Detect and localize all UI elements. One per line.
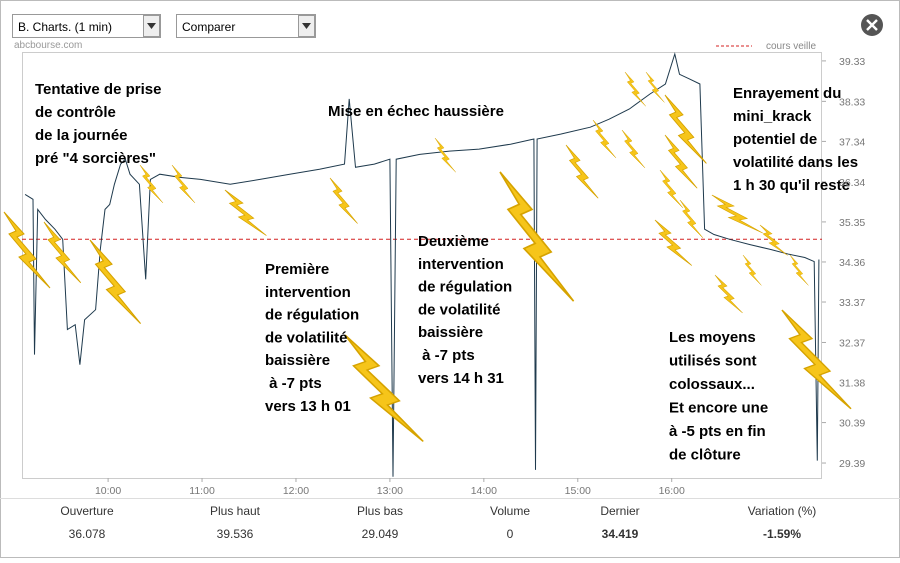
annotations: Tentative de prise de contrôle de la journ… <box>35 81 858 464</box>
x-tick-label: 15:00 <box>565 485 591 497</box>
annotation-line: potentiel de <box>733 131 817 148</box>
annotation-line: Et encore une <box>669 400 768 417</box>
x-tick-label: 10:00 <box>95 485 121 497</box>
annotation-line: pré "4 sorcières" <box>35 150 156 167</box>
y-tick-label: 37.34 <box>839 136 865 148</box>
annotation-line: de régulation <box>418 279 512 296</box>
compare-select-label: Comparer <box>182 20 235 34</box>
y-tick-label: 33.37 <box>839 297 865 309</box>
y-tick-label: 35.35 <box>839 217 865 229</box>
annotation-line: 1 h 30 qu'il reste <box>733 177 850 194</box>
annotation-line: de volatilité <box>418 301 501 318</box>
y-tick-label: 32.37 <box>839 337 865 349</box>
stat-value: 36.078 <box>69 527 106 541</box>
x-tick-label: 16:00 <box>659 485 685 497</box>
close-button[interactable] <box>861 14 883 36</box>
y-tick-label: 36.34 <box>839 177 865 189</box>
annotation-line: Tentative de prise <box>35 81 161 98</box>
stats: Ouverture 36.078 Plus haut 39.536 Plus bas 29… <box>60 504 816 541</box>
legend-label: cours veille <box>766 41 816 52</box>
annotation-line: de la journée <box>35 127 128 144</box>
plot <box>22 52 826 482</box>
stat-value: 39.536 <box>217 527 254 541</box>
y-tick-label: 34.36 <box>839 257 865 269</box>
stat-header: Dernier <box>600 504 639 518</box>
annotation-line: intervention <box>265 284 351 301</box>
annotation-line: intervention <box>418 256 504 273</box>
annotation-line: Mise en échec haussière <box>328 103 504 120</box>
annotation-line: à -5 pts en fin <box>669 423 766 440</box>
annotation-line: vers 13 h 01 <box>265 398 351 415</box>
stat-header: Volume <box>490 504 530 518</box>
compare-select[interactable]: Comparer <box>176 14 316 38</box>
annotation-line: Enrayement du <box>733 85 841 102</box>
annotation-line: vers 14 h 31 <box>418 370 504 387</box>
annotation-line: de volatilité <box>265 329 348 346</box>
y-tick-label: 38.33 <box>839 96 865 108</box>
stat-value: 0 <box>507 527 514 541</box>
y-tick-label: 29.39 <box>839 458 865 470</box>
stat-header: Plus bas <box>357 504 403 518</box>
annotation-line: baissière <box>418 324 483 341</box>
x-tick-label: 12:00 <box>283 485 309 497</box>
annotation-line: colossaux... <box>669 376 755 393</box>
x-tick-label: 14:00 <box>471 485 497 497</box>
annotation-line: volatilité dans les <box>733 154 858 171</box>
y-tick-label: 30.39 <box>839 418 865 430</box>
annotation-line: à -7 pts <box>418 347 475 364</box>
source: abcbourse.com <box>14 40 82 51</box>
stat-header: Ouverture <box>60 504 114 518</box>
annotation-line: de clôture <box>669 447 741 464</box>
stat-header: Variation (%) <box>748 504 816 518</box>
chart-select[interactable]: B. Charts. (1 min) <box>12 14 161 38</box>
plot-frame <box>22 52 822 479</box>
x-tick-label: 13:00 <box>377 485 403 497</box>
stat-value: -1.59% <box>763 527 801 541</box>
annotation-line: mini_krack <box>733 108 812 125</box>
stat-value: 34.419 <box>602 527 639 541</box>
annotation-line: Les moyens <box>669 329 756 346</box>
annotation-line: Première <box>265 261 329 278</box>
y-tick-label: 31.38 <box>839 378 865 390</box>
price-line <box>24 52 820 477</box>
x-tick-label: 11:00 <box>189 485 215 497</box>
annotation-line: utilisés sont <box>669 353 757 370</box>
chart-select-label: B. Charts. (1 min) <box>18 20 112 34</box>
annotation-line: Deuxième <box>418 233 489 250</box>
y-tick-label: 39.33 <box>839 56 865 68</box>
stat-header: Plus haut <box>210 504 261 518</box>
stat-value: 29.049 <box>362 527 399 541</box>
annotation-line: baissière <box>265 352 330 369</box>
annotation-line: de contrôle <box>35 104 116 121</box>
annotation-line: à -7 pts <box>265 375 322 392</box>
annotation-line: de régulation <box>265 307 359 324</box>
